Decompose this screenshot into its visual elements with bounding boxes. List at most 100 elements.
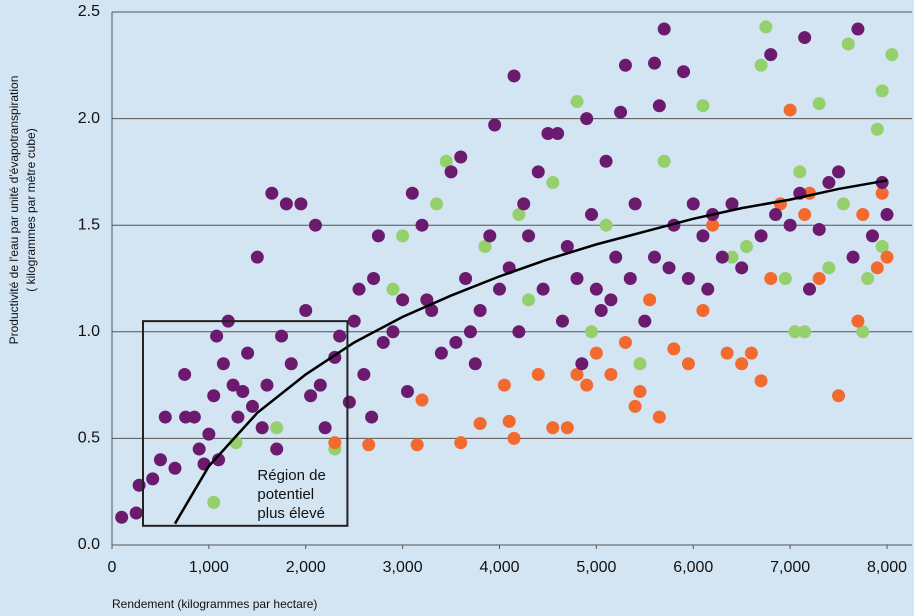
point — [207, 495, 221, 509]
point — [212, 453, 226, 467]
x-tick-label: 8,000 — [867, 559, 907, 576]
annotation: potentiel — [257, 486, 314, 503]
x-tick-label: 6,000 — [673, 559, 713, 576]
point — [216, 357, 230, 371]
point — [497, 378, 511, 392]
point — [875, 240, 889, 254]
point — [555, 314, 569, 328]
point — [604, 367, 618, 381]
point — [861, 272, 875, 285]
point — [865, 229, 879, 243]
point — [507, 69, 521, 83]
point — [599, 154, 613, 168]
point — [798, 208, 812, 222]
point — [168, 461, 182, 475]
x-tick-label: 5,000 — [576, 559, 616, 576]
point — [386, 282, 400, 296]
point — [560, 421, 574, 435]
point — [652, 99, 666, 113]
point — [502, 414, 516, 428]
point — [430, 197, 444, 211]
point — [822, 261, 836, 275]
point — [284, 357, 298, 371]
point — [725, 250, 739, 264]
point — [754, 229, 768, 243]
point — [822, 176, 836, 190]
point — [706, 218, 720, 232]
point — [585, 325, 599, 339]
point — [444, 165, 458, 179]
point — [546, 421, 560, 435]
point — [362, 438, 376, 452]
point — [318, 421, 332, 435]
point — [681, 272, 695, 285]
point — [420, 293, 434, 307]
point — [812, 97, 826, 111]
point — [478, 240, 492, 254]
point — [846, 250, 860, 264]
point — [270, 442, 284, 456]
point — [541, 127, 555, 141]
point — [357, 367, 371, 381]
point — [851, 314, 865, 328]
point — [439, 154, 453, 168]
point — [575, 357, 589, 371]
point — [735, 261, 749, 275]
point — [352, 282, 366, 296]
point — [754, 374, 768, 388]
point — [618, 335, 632, 349]
point — [512, 325, 526, 339]
x-tick-label: 0 — [108, 559, 117, 576]
point — [686, 197, 700, 211]
point — [715, 250, 729, 264]
point — [299, 303, 313, 317]
point — [396, 229, 410, 243]
point — [589, 282, 603, 296]
y-tick-label: 2.0 — [78, 110, 100, 127]
point — [454, 150, 468, 164]
point — [648, 250, 661, 264]
point — [570, 95, 584, 109]
point — [115, 510, 129, 524]
point — [648, 56, 661, 70]
point — [764, 272, 778, 285]
point — [875, 186, 889, 200]
point — [507, 431, 521, 445]
point — [696, 303, 710, 317]
point — [210, 329, 224, 343]
point — [279, 197, 293, 211]
point — [570, 272, 584, 285]
y-axis-label: ( kilogrammes par mètre cube) — [24, 128, 38, 291]
y-tick-label: 0.5 — [78, 430, 100, 447]
point — [769, 208, 783, 222]
point — [778, 272, 792, 285]
point — [812, 272, 826, 285]
point — [783, 218, 797, 232]
point — [146, 472, 160, 486]
point — [517, 197, 531, 211]
point — [546, 176, 560, 190]
point — [875, 176, 889, 190]
point — [856, 325, 870, 339]
point — [570, 367, 584, 381]
point — [405, 186, 419, 200]
point — [449, 335, 463, 349]
point — [308, 218, 322, 232]
point — [580, 378, 594, 392]
point — [342, 395, 356, 409]
point — [812, 222, 826, 236]
point — [836, 197, 850, 211]
x-tick-label: 2,000 — [286, 559, 326, 576]
point — [720, 346, 734, 360]
point — [667, 342, 681, 356]
point — [856, 208, 870, 222]
y-tick-label: 0.0 — [78, 536, 100, 553]
point — [701, 282, 715, 296]
point — [207, 389, 221, 403]
point — [614, 105, 628, 119]
point — [638, 314, 652, 328]
point — [367, 272, 381, 285]
point — [512, 208, 526, 222]
point — [623, 272, 637, 285]
point — [604, 293, 618, 307]
